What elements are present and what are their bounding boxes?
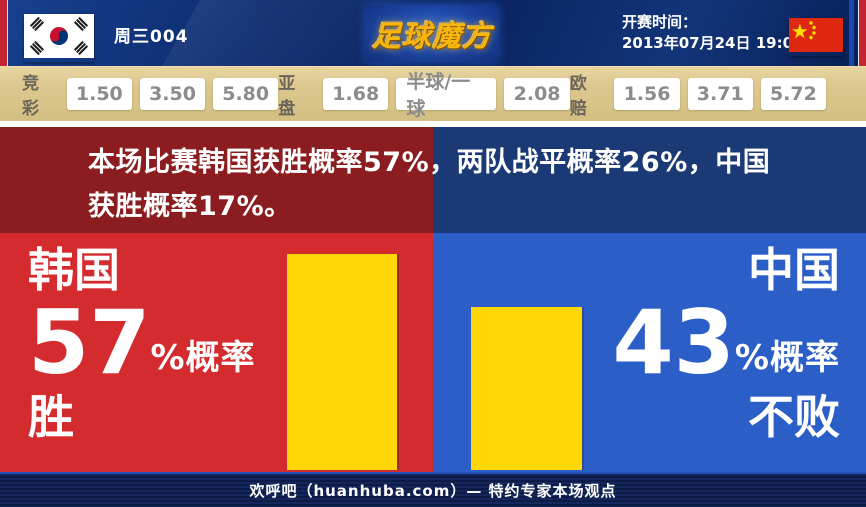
banner-right-background xyxy=(433,127,866,233)
yapan-handicap[interactable]: 半球/一球 xyxy=(396,71,497,120)
oupei-odds-away[interactable]: 5.72 xyxy=(760,78,826,110)
prediction-banner: 本场比赛韩国获胜概率57%，两队战平概率26%，中国获胜概率17%。 xyxy=(0,127,866,233)
home-percent-row: 57 %概率 xyxy=(28,291,256,394)
away-team-block: 中国 43 %概率 不败 xyxy=(612,241,840,445)
home-probability-bar xyxy=(287,254,397,470)
yapan-label: 亚盘 xyxy=(278,74,296,119)
away-probability-bar xyxy=(471,307,582,470)
odds-row: 竞彩 1.50 3.50 5.80 亚盘 1.68 半球/一球 2.08 欧赔 … xyxy=(0,66,866,121)
left-red-edge xyxy=(0,0,8,66)
yapan-odds-away[interactable]: 2.08 xyxy=(504,78,570,110)
site-logo: 足球魔方 xyxy=(366,5,498,62)
home-team-block: 韩国 57 %概率 胜 xyxy=(28,241,256,445)
oupei-label: 欧赔 xyxy=(569,74,587,119)
south-korea-flag-icon xyxy=(24,14,94,62)
site-logo-text: 足球魔方 xyxy=(371,18,492,53)
jingcai-label: 竞彩 xyxy=(22,74,39,119)
yapan-odds-home[interactable]: 1.68 xyxy=(323,78,389,110)
away-percent-value: 43 xyxy=(612,291,735,394)
china-flag-icon xyxy=(789,18,843,56)
kickoff-label: 开赛时间： xyxy=(622,13,698,31)
away-percent-suffix: %概率 xyxy=(734,338,840,378)
match-code: 周三004 xyxy=(114,27,189,47)
odds-group-jingcai: 竞彩 1.50 3.50 5.80 xyxy=(22,69,279,119)
right-blue-accent xyxy=(849,0,854,66)
oupei-odds-draw[interactable]: 3.71 xyxy=(687,78,753,110)
kickoff-time: 开赛时间： 2013年07月24日 19:00 xyxy=(622,12,803,54)
oupei-odds-home[interactable]: 1.56 xyxy=(614,78,680,110)
header-bar: 周三004 足球魔方 开赛时间： 2013年07月24日 19:00 xyxy=(0,0,866,66)
probability-panels: 韩国 57 %概率 胜 中国 43 %概率 不败 xyxy=(0,233,866,472)
divider-gap xyxy=(0,121,866,127)
jingcai-odds-away[interactable]: 5.80 xyxy=(213,78,279,110)
home-team-name: 韩国 xyxy=(28,243,120,297)
away-team-name: 中国 xyxy=(748,243,840,297)
jingcai-odds-home[interactable]: 1.50 xyxy=(66,78,132,110)
home-percent-value: 57 xyxy=(28,291,151,394)
banner-left-background xyxy=(0,127,433,233)
jingcai-odds-draw[interactable]: 3.50 xyxy=(139,78,206,110)
home-outcome-label: 胜 xyxy=(28,390,74,444)
prediction-text: 本场比赛韩国获胜概率57%，两队战平概率26%，中国获胜概率17%。 xyxy=(88,147,771,222)
right-red-edge xyxy=(858,0,866,66)
footer-text: 欢呼吧（huanhuba.com）— 特约专家本场观点 xyxy=(249,482,617,500)
away-percent-row: 43 %概率 xyxy=(612,291,840,394)
footer-bar: 欢呼吧（huanhuba.com）— 特约专家本场观点 xyxy=(0,472,866,507)
odds-group-oupei: 欧赔 1.56 3.71 5.72 xyxy=(570,69,826,119)
kickoff-datetime: 2013年07月24日 19:00 xyxy=(622,34,804,52)
home-percent-suffix: %概率 xyxy=(150,338,256,378)
odds-group-yapan: 亚盘 1.68 半球/一球 2.08 xyxy=(278,69,570,120)
away-outcome-label: 不败 xyxy=(748,390,840,444)
